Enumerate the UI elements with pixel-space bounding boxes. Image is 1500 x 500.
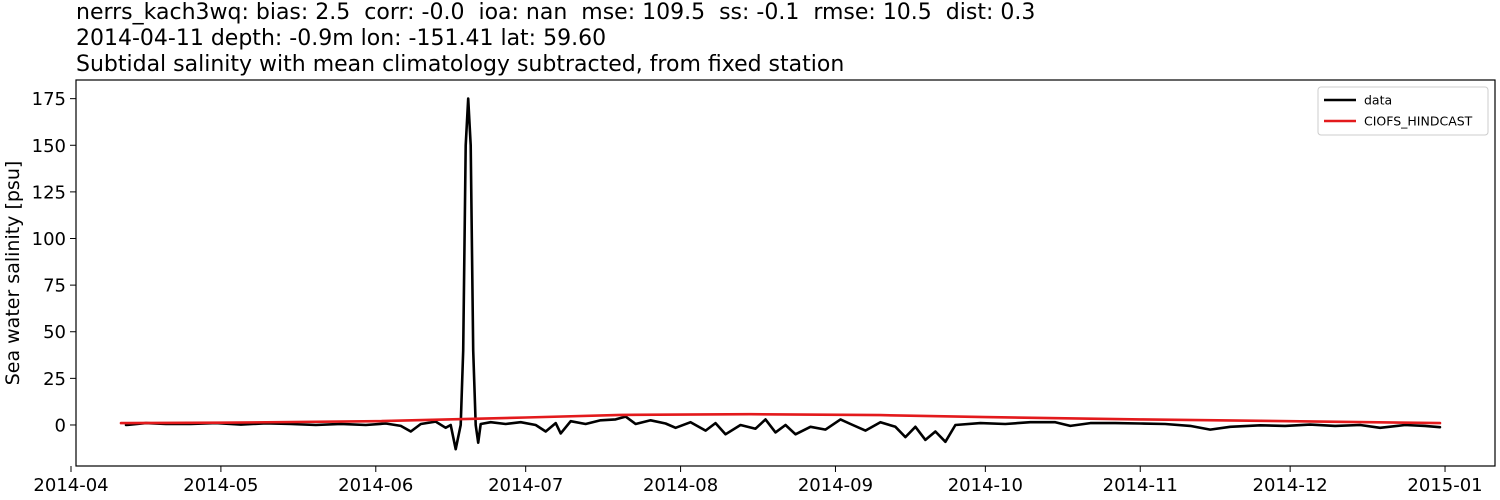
x-tick-label: 2014-10 xyxy=(948,475,1023,496)
y-tick-label: 75 xyxy=(43,276,66,297)
y-tick-label: 175 xyxy=(32,89,66,110)
x-tick-label: 2014-11 xyxy=(1103,475,1178,496)
series-line-model xyxy=(119,412,1442,425)
series-line-data xyxy=(124,97,1442,451)
y-axis-label: Sea water salinity [psu] xyxy=(2,161,24,386)
x-tick-label: 2014-05 xyxy=(183,475,258,496)
legend-label: data xyxy=(1364,93,1392,108)
y-tick-label: 25 xyxy=(43,369,66,390)
plot-area: 0 25 50 75 100 125 150 175 2014-04 2014-05 2014-06… xyxy=(2,79,1496,496)
y-tick-label: 150 xyxy=(32,136,66,157)
x-tick-label: 2014-07 xyxy=(488,475,563,496)
x-tick-label: 2014-06 xyxy=(338,475,413,496)
y-tick-label: 125 xyxy=(32,182,66,203)
legend-label: CIOFS_HINDCAST xyxy=(1364,114,1473,129)
x-tick-label: 2014-09 xyxy=(798,475,873,496)
x-tick-label: 2014-08 xyxy=(643,475,718,496)
y-tick-label: 100 xyxy=(32,229,66,250)
chart-title-block: nerrs_kach3wq: bias: 2.5 corr: -0.0 ioa:… xyxy=(76,0,1035,78)
axes-frame xyxy=(75,79,1496,467)
y-tick-label: 0 xyxy=(55,415,66,436)
legend-box xyxy=(1317,86,1489,136)
x-tick-label: 2014-04 xyxy=(33,475,108,496)
x-tick-label: 2015-01 xyxy=(1407,475,1482,496)
chart-title-stats: nerrs_kach3wq: bias: 2.5 corr: -0.0 ioa:… xyxy=(76,0,1036,25)
chart-title-station: 2014-04-11 depth: -0.9m lon: -151.41 lat… xyxy=(76,26,607,51)
chart-title-description: Subtidal salinity with mean climatology … xyxy=(76,52,845,77)
y-tick-label: 50 xyxy=(43,322,66,343)
x-tick-label: 2014-12 xyxy=(1253,475,1328,496)
